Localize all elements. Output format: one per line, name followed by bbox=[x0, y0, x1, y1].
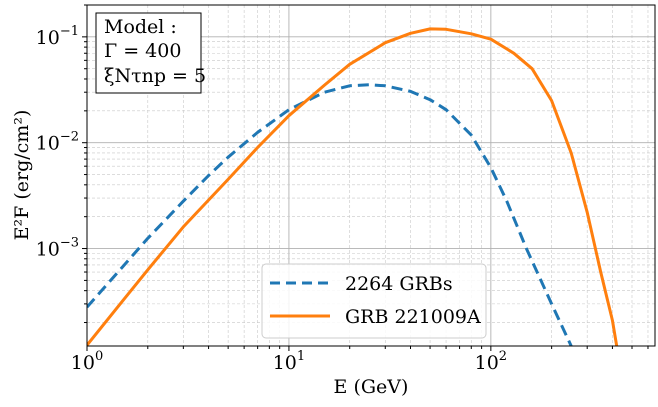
plot-frame bbox=[86, 4, 656, 347]
series-line-1 bbox=[87, 27, 619, 346]
legend: 2264 GRBs GRB 221009A bbox=[261, 263, 487, 339]
x-axis-label: E (GeV) bbox=[334, 376, 409, 398]
series-line-0 bbox=[87, 83, 573, 346]
x-tick-label-0: 100 bbox=[71, 349, 103, 374]
annotation-line-1: Model : bbox=[104, 16, 177, 38]
ticks: 100 101 102 10−1 10−2 10−3 bbox=[36, 4, 649, 374]
series-layer bbox=[87, 27, 619, 346]
y-axis-label: E²F (erg/cm²) bbox=[11, 110, 33, 241]
y-tick-label-0: 10−1 bbox=[36, 24, 79, 49]
legend-label-1: GRB 221009A bbox=[345, 306, 481, 328]
x-tick-label-2: 102 bbox=[475, 349, 507, 374]
y-tick-label-1: 10−2 bbox=[36, 130, 79, 155]
annotation-box: Model : Γ = 400 ξNτnp = 5 bbox=[95, 12, 206, 94]
legend-label-0: 2264 GRBs bbox=[345, 273, 453, 295]
annotation-line-2: Γ = 400 bbox=[104, 40, 181, 62]
y-tick-label-2: 10−3 bbox=[36, 236, 79, 261]
annotation-line-3: ξNτnp = 5 bbox=[104, 65, 206, 87]
x-tick-label-1: 101 bbox=[273, 349, 305, 374]
